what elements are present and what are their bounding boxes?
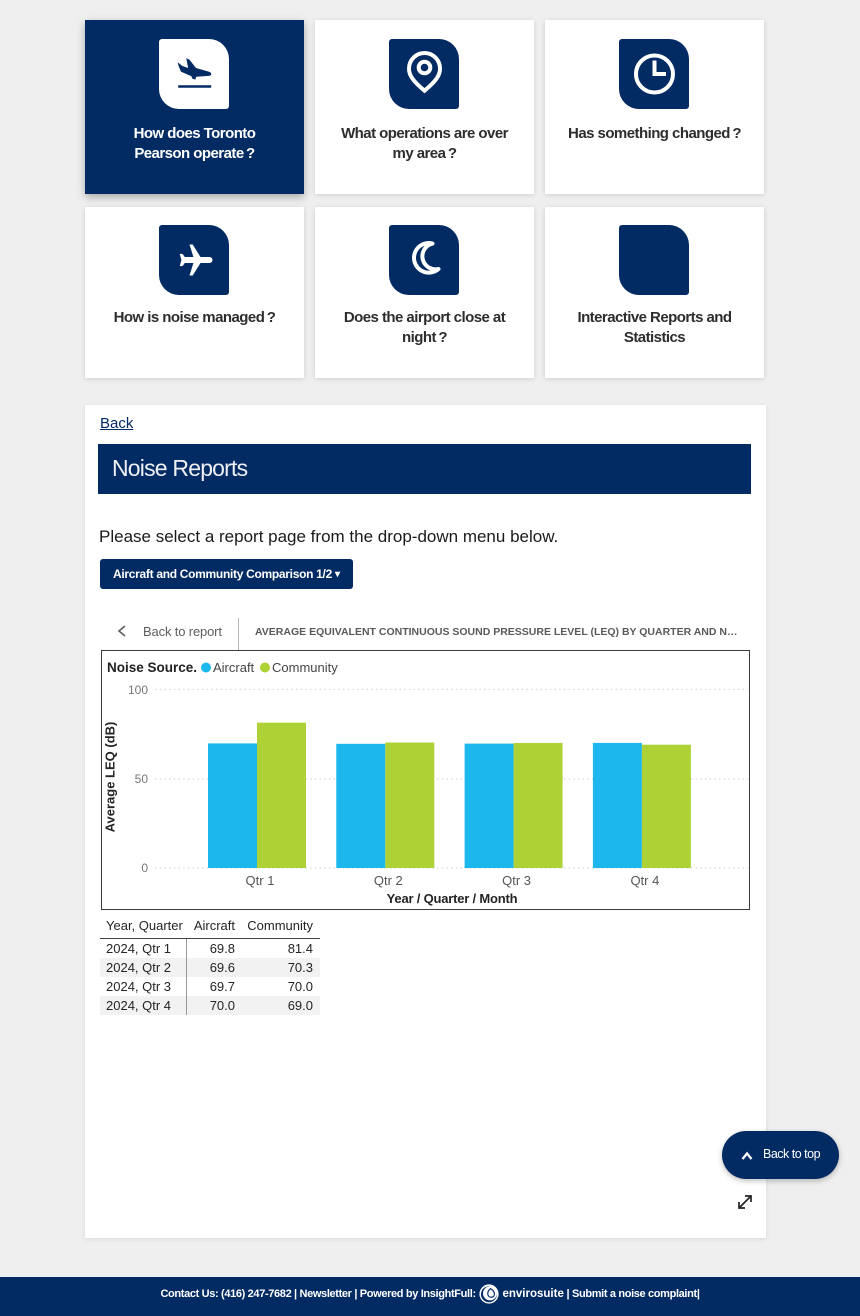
svg-text:100: 100 xyxy=(128,683,148,697)
svg-text:Noise Source.: Noise Source. xyxy=(107,660,197,675)
svg-text:Qtr 4: Qtr 4 xyxy=(630,873,659,888)
svg-text:Year / Quarter / Month: Year / Quarter / Month xyxy=(387,891,518,906)
svg-text:0: 0 xyxy=(141,861,148,875)
svg-text:Average LEQ (dB): Average LEQ (dB) xyxy=(103,722,118,833)
svg-text:50: 50 xyxy=(135,772,149,786)
svg-text:Aircraft: Aircraft xyxy=(213,660,255,675)
svg-text:Qtr 3: Qtr 3 xyxy=(502,873,531,888)
svg-text:Qtr 2: Qtr 2 xyxy=(374,873,403,888)
svg-text:Community: Community xyxy=(272,660,338,675)
svg-text:Qtr 1: Qtr 1 xyxy=(246,873,275,888)
